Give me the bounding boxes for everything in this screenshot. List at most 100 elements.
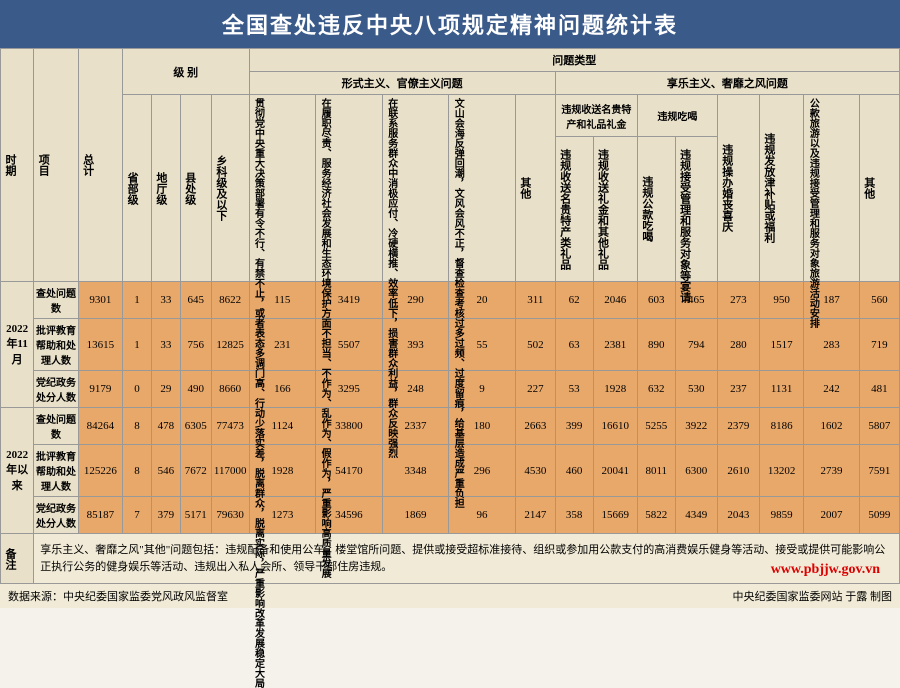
data-cell: 8 bbox=[123, 445, 152, 497]
data-cell: 9179 bbox=[78, 371, 122, 408]
data-cell: 79630 bbox=[211, 497, 249, 534]
hdr-lvl-0: 省部级 bbox=[123, 95, 152, 282]
data-cell: 5822 bbox=[637, 497, 675, 534]
hdr-item: 项目 bbox=[34, 49, 78, 282]
hdr-hg1: 违规收送名贵特产和礼品礼金 bbox=[555, 95, 637, 137]
row-label: 批评教育帮助和处理人数 bbox=[34, 445, 78, 497]
data-cell: 9301 bbox=[78, 282, 122, 319]
hdr-lvl-1: 地厅级 bbox=[151, 95, 180, 282]
data-cell: 2147 bbox=[515, 497, 555, 534]
hdr-f1: 在履职尽责、服务经济社会发展和生态环境保护方面不担当、不作为、乱作为、假作为，严… bbox=[316, 95, 383, 282]
data-cell: 2043 bbox=[717, 497, 759, 534]
hdr-hg1-1: 违规收送礼金和其他礼品 bbox=[593, 137, 637, 282]
data-cell: 273 bbox=[717, 282, 759, 319]
data-cell: 399 bbox=[555, 408, 593, 445]
data-cell: 794 bbox=[675, 319, 717, 371]
data-cell: 1602 bbox=[804, 408, 859, 445]
data-cell: 1131 bbox=[759, 371, 803, 408]
data-cell: 1 bbox=[123, 319, 152, 371]
hdr-hedonism: 享乐主义、奢靡之风问题 bbox=[555, 72, 899, 95]
data-cell: 5171 bbox=[180, 497, 211, 534]
data-cell: 603 bbox=[637, 282, 675, 319]
data-cell: 29 bbox=[151, 371, 180, 408]
hdr-level: 级 别 bbox=[123, 49, 249, 95]
data-cell: 12825 bbox=[211, 319, 249, 371]
hdr-hg2: 违规吃喝 bbox=[637, 95, 717, 137]
hdr-h3: 其他 bbox=[859, 95, 899, 282]
hdr-h0: 违规操办婚丧喜庆 bbox=[717, 95, 759, 282]
data-cell: 5807 bbox=[859, 408, 899, 445]
data-cell: 15669 bbox=[593, 497, 637, 534]
table-row: 批评教育帮助和处理人数13615133756128252315507393555… bbox=[1, 319, 900, 371]
data-cell: 63 bbox=[555, 319, 593, 371]
data-cell: 8186 bbox=[759, 408, 803, 445]
hdr-f3: 文山会海反弹回潮，文风会风不正，督查检查考核过多过频、过度留痕，给基层造成严重负… bbox=[449, 95, 516, 282]
data-cell: 1 bbox=[123, 282, 152, 319]
data-cell: 890 bbox=[637, 319, 675, 371]
hdr-f4: 其他 bbox=[515, 95, 555, 282]
data-cell: 53 bbox=[555, 371, 593, 408]
data-cell: 13615 bbox=[78, 319, 122, 371]
data-cell: 8622 bbox=[211, 282, 249, 319]
hdr-h1: 违规发放津补贴或福利 bbox=[759, 95, 803, 282]
table-row: 批评教育帮助和处理人数12522685467672117000192854170… bbox=[1, 445, 900, 497]
hdr-f0: 贯彻党中央重大决策部署有令不行、有禁不止，或者表态多调门高、行动少落实差，脱离群… bbox=[249, 95, 316, 282]
hdr-lvl-3: 乡科级及以下 bbox=[211, 95, 249, 282]
row-label: 查处问题数 bbox=[34, 282, 78, 319]
data-cell: 33 bbox=[151, 319, 180, 371]
row-label: 批评教育帮助和处理人数 bbox=[34, 319, 78, 371]
hdr-f2: 在联系服务群众中消极应付、冷硬横推、效率低下，损害群众利益，群众反映强烈 bbox=[382, 95, 449, 282]
data-cell: 460 bbox=[555, 445, 593, 497]
source-text: 数据来源：中央纪委国家监委党风政风监督室 bbox=[8, 588, 228, 604]
table-row: 党纪政务处分人数91790294908660166329524892275319… bbox=[1, 371, 900, 408]
data-cell: 530 bbox=[675, 371, 717, 408]
data-cell: 4530 bbox=[515, 445, 555, 497]
data-cell: 645 bbox=[180, 282, 211, 319]
data-cell: 2007 bbox=[804, 497, 859, 534]
data-cell: 1869 bbox=[382, 497, 449, 534]
credit-text: 中央纪委国家监委网站 于露 制图 bbox=[733, 588, 893, 604]
table-row: 2022年11月查处问题数930113364586221153419290203… bbox=[1, 282, 900, 319]
table-row: 党纪政务处分人数85187737951717963012733459618699… bbox=[1, 497, 900, 534]
data-cell: 2663 bbox=[515, 408, 555, 445]
data-cell: 560 bbox=[859, 282, 899, 319]
data-cell: 950 bbox=[759, 282, 803, 319]
stats-table: 时期 项目 总计 级 别 问题类型 形式主义、官僚主义问题 享乐主义、奢靡之风问… bbox=[0, 48, 900, 584]
hdr-h2: 公款旅游以及违规接受管理和服务对象旅游活动安排 bbox=[804, 95, 859, 282]
period-label: 2022年以来 bbox=[1, 408, 34, 534]
data-cell: 3922 bbox=[675, 408, 717, 445]
data-cell: 481 bbox=[859, 371, 899, 408]
period-label: 2022年11月 bbox=[1, 282, 34, 408]
data-cell: 632 bbox=[637, 371, 675, 408]
page-title: 全国查处违反中央八项规定精神问题统计表 bbox=[0, 0, 900, 48]
footnote-text: 享乐主义、奢靡之风"其他"问题包括：违规配备和使用公车、楼堂馆所问题、提供或接受… bbox=[34, 534, 900, 584]
data-cell: 6305 bbox=[180, 408, 211, 445]
data-cell: 7 bbox=[123, 497, 152, 534]
data-cell: 2046 bbox=[593, 282, 637, 319]
data-cell: 237 bbox=[717, 371, 759, 408]
data-cell: 358 bbox=[555, 497, 593, 534]
data-cell: 5099 bbox=[859, 497, 899, 534]
data-cell: 502 bbox=[515, 319, 555, 371]
data-cell: 117000 bbox=[211, 445, 249, 497]
hdr-total: 总计 bbox=[78, 49, 122, 282]
data-cell: 227 bbox=[515, 371, 555, 408]
hdr-period: 时期 bbox=[1, 49, 34, 282]
data-cell: 20041 bbox=[593, 445, 637, 497]
footnote-label: 备注 bbox=[1, 534, 34, 584]
data-cell: 311 bbox=[515, 282, 555, 319]
data-cell: 8660 bbox=[211, 371, 249, 408]
data-cell: 478 bbox=[151, 408, 180, 445]
data-cell: 719 bbox=[859, 319, 899, 371]
data-cell: 2379 bbox=[717, 408, 759, 445]
data-cell: 7591 bbox=[859, 445, 899, 497]
data-cell: 2381 bbox=[593, 319, 637, 371]
table-row: 2022年以来查处问题数8426484786305774731124338002… bbox=[1, 408, 900, 445]
data-cell: 33 bbox=[151, 282, 180, 319]
data-cell: 62 bbox=[555, 282, 593, 319]
data-cell: 1517 bbox=[759, 319, 803, 371]
row-label: 查处问题数 bbox=[34, 408, 78, 445]
hdr-hg2-1: 违规接受管理和服务对象等宴请 bbox=[675, 137, 717, 282]
data-cell: 125226 bbox=[78, 445, 122, 497]
data-cell: 0 bbox=[123, 371, 152, 408]
